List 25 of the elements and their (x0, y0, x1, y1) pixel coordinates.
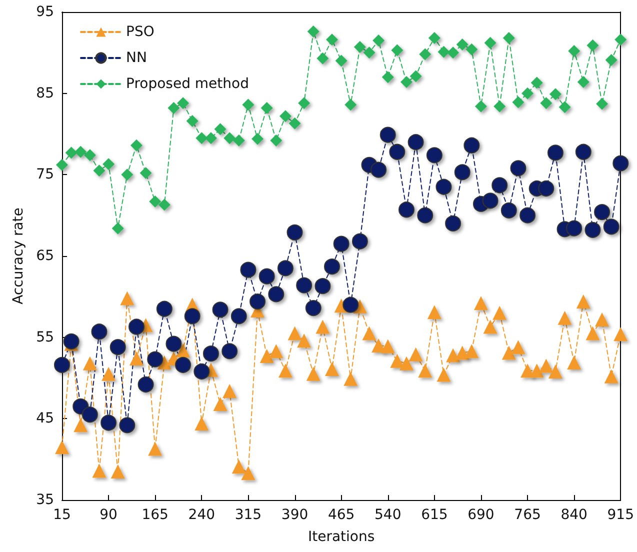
y-tick-label: 45 (36, 410, 54, 427)
legend-label: Proposed method (126, 76, 249, 92)
x-tick-label: 90 (100, 507, 118, 523)
y-tick-label: 85 (36, 85, 54, 102)
x-tick-label: 915 (607, 507, 634, 523)
x-tick-label: 465 (328, 507, 355, 523)
y-tick-label: 55 (36, 329, 54, 346)
x-axis-title: Iterations (308, 529, 375, 545)
y-tick-label: 75 (36, 166, 54, 183)
y-tick-label: 35 (36, 492, 54, 508)
x-tick-label: 15 (53, 507, 71, 523)
x-tick-label: 765 (514, 507, 541, 523)
x-tick-label: 840 (560, 507, 588, 523)
y-tick-label: 65 (36, 248, 54, 264)
y-tick-label: 95 (36, 4, 54, 20)
x-tick-label: 165 (142, 507, 168, 523)
x-tick-label: 540 (374, 507, 402, 523)
x-tick-label: 240 (188, 507, 216, 523)
x-tick-label: 690 (468, 507, 494, 523)
legend-label: PSO (126, 24, 154, 40)
x-tick-label: 390 (281, 507, 308, 523)
x-tick-label: 615 (421, 507, 448, 523)
y-axis-title: Accuracy rate (10, 208, 26, 304)
legend-label: NN (126, 50, 147, 66)
x-tick-label: 315 (234, 507, 262, 523)
